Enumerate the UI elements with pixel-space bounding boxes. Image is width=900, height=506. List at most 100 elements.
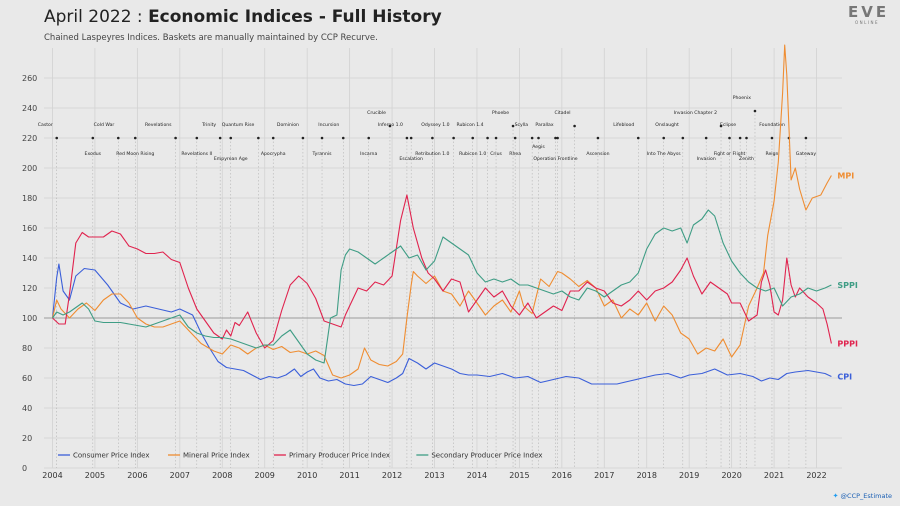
x-tick-label: 2009: [255, 471, 275, 480]
expansion-marker-dot: [770, 136, 774, 140]
expansion-label: Revelations II: [181, 151, 212, 157]
expansion-label: Into The Abyss: [647, 151, 682, 157]
logo-text: EVE: [848, 3, 890, 21]
x-tick-label: 2019: [679, 471, 699, 480]
expansion-label: Citadel: [554, 110, 570, 116]
x-tick-label: 2018: [637, 471, 657, 480]
logo-subtext: ONLINE: [854, 20, 880, 25]
expansion-label: Fight or Flight: [714, 151, 746, 157]
expansion-label: Red Moon Rising: [116, 151, 154, 157]
expansion-label: Lifeblood: [613, 122, 634, 128]
expansion-label: Invasion Chapter 2: [674, 110, 717, 116]
credit-handle: @CCP_Estimate: [840, 492, 892, 500]
expansion-marker-dot: [409, 136, 413, 140]
x-tick-label: 2011: [339, 471, 359, 480]
expansion-label: Parallax: [535, 122, 553, 128]
expansion-label: Phoenix: [733, 95, 752, 101]
y-tick-label: 160: [22, 224, 37, 233]
expansion-marker-dot: [218, 136, 222, 140]
x-tick-label: 2022: [806, 471, 826, 480]
expansion-label: Retribution 1.0: [415, 151, 449, 157]
expansion-marker-dot: [388, 124, 392, 128]
title-main: Economic Indices - Full History: [148, 7, 442, 27]
expansion-label: Incarna: [360, 151, 377, 157]
series-line: [51, 44, 832, 379]
expansion-marker-dot: [573, 124, 576, 128]
x-tick-label: 2014: [467, 471, 487, 480]
expansion-marker-dot: [116, 136, 120, 140]
expansion-marker-dot: [174, 136, 177, 140]
series-line: [52, 209, 832, 364]
series-end-label: CPI: [837, 373, 852, 382]
expansion-label: Odyssey 1.0: [421, 122, 449, 128]
expansion-marker-dot: [91, 136, 95, 140]
expansion-marker-dot: [556, 136, 559, 140]
x-tick-label: 2010: [297, 471, 317, 480]
expansion-marker-dot: [745, 136, 748, 140]
chart-title: April 2022 : Economic Indices - Full His…: [44, 7, 442, 27]
expansion-marker-dot: [738, 136, 742, 140]
expansion-marker-dot: [271, 136, 275, 140]
expansion-marker-dot: [452, 136, 455, 140]
expansion-label: Trinity: [201, 122, 216, 128]
expansion-label: Rubicon 1.0: [459, 151, 486, 157]
expansion-marker-dot: [662, 136, 666, 140]
expansion-marker-dot: [537, 136, 540, 140]
x-tick-label: 2004: [42, 471, 62, 480]
x-tick-label: 2008: [212, 471, 232, 480]
x-tick-label: 2012: [382, 471, 402, 480]
expansion-label: Incursion: [318, 122, 339, 128]
y-tick-label: 20: [22, 434, 32, 443]
expansion-label: Gateway: [796, 151, 817, 157]
expansion-marker-dot: [257, 136, 260, 140]
legend-label: Primary Producer Price Index: [289, 452, 390, 460]
y-tick-label: 220: [22, 134, 37, 143]
twitter-credit: ✦ @CCP_Estimate: [833, 492, 892, 500]
x-tick-label: 2007: [170, 471, 190, 480]
y-tick-label: 260: [22, 74, 37, 83]
expansion-label: Reign: [766, 151, 779, 157]
expansion-label: Eclipse: [720, 122, 736, 128]
expansion-label: Apocrypha: [261, 151, 286, 157]
expansion-label: Crius: [490, 151, 502, 157]
title-date: April 2022 :: [44, 7, 149, 27]
expansion-label: Quantum Rise: [222, 122, 255, 128]
x-tick-label: 2013: [424, 471, 444, 480]
y-tick-label: 60: [22, 374, 32, 383]
expansion-label: Foundation: [759, 122, 785, 128]
y-tick-label: 80: [22, 344, 32, 353]
expansion-marker-dot: [133, 136, 137, 140]
x-tick-label: 2020: [721, 471, 741, 480]
series-end-labels: CPI MPI PPPI SPPI: [837, 172, 858, 382]
expansion-label: Ascension: [586, 151, 609, 157]
series-line: [51, 263, 832, 387]
expansion-marker-dot: [494, 136, 498, 140]
expansion-marker-dot: [554, 136, 557, 140]
x-axis: 2004 2005 2006 2007 2008 2009 2010 2011 2012 2013…: [42, 471, 826, 480]
expansion-marker-dot: [804, 136, 808, 140]
expansion-label: Dominion: [277, 122, 299, 128]
expansion-marker-dot: [341, 136, 345, 140]
expansion-label: Castor: [38, 122, 53, 128]
expansion-marker-dot: [728, 136, 731, 140]
expansion-marker-dot: [636, 136, 640, 140]
x-tick-label: 2021: [764, 471, 784, 480]
legend-label: Secondary Producer Price Index: [431, 452, 542, 460]
x-tick-label: 2005: [85, 471, 105, 480]
y-tick-label: 200: [22, 164, 37, 173]
y-tick-label: 240: [22, 104, 37, 113]
legend: Consumer Price Index Mineral Price Index P…: [58, 452, 542, 460]
expansion-label: Rubicon 1.4: [456, 122, 483, 128]
expansion-label: Aegis: [532, 144, 545, 150]
expansion-marker-dot: [229, 136, 233, 140]
x-tick-label: 2017: [594, 471, 614, 480]
y-tick-label: 40: [22, 404, 32, 413]
expansion-label: Tyrannis: [312, 151, 333, 157]
y-axis: 0 20 40 60 80 100 120 140 160 180 200 220 240 260: [22, 74, 37, 473]
expansion-label: Rhea: [509, 151, 521, 157]
expansion-label: Zenith: [739, 156, 754, 162]
twitter-icon: ✦: [832, 492, 839, 500]
expansion-marker-dot: [367, 136, 371, 140]
gridlines: [44, 48, 842, 469]
